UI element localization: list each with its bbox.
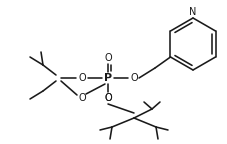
Text: O: O — [104, 93, 112, 103]
Text: P: P — [104, 73, 112, 83]
Text: N: N — [189, 7, 197, 17]
Text: O: O — [104, 53, 112, 63]
Text: O: O — [78, 73, 86, 83]
Text: O: O — [104, 93, 112, 103]
Text: O: O — [78, 93, 86, 103]
Text: O: O — [130, 73, 138, 83]
